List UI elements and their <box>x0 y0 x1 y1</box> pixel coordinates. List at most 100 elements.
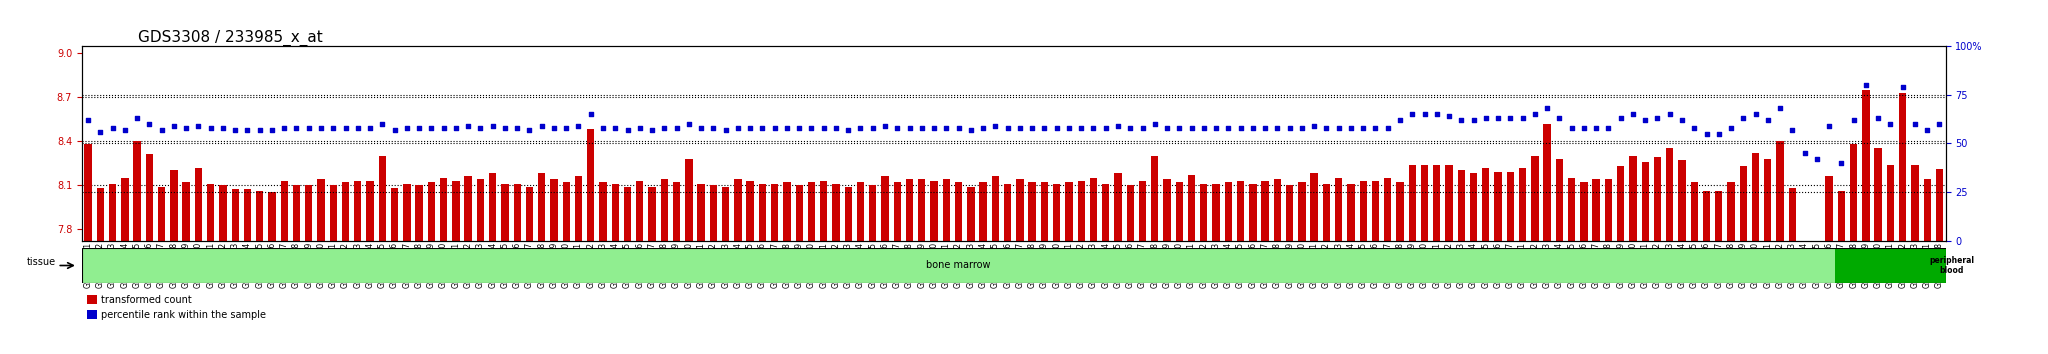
Bar <box>1176 182 1184 241</box>
Point <box>1262 125 1294 131</box>
Point <box>317 125 350 131</box>
Point <box>96 125 129 131</box>
Point <box>1702 131 1735 136</box>
Point <box>1065 125 1098 131</box>
Bar <box>795 185 803 241</box>
Bar <box>758 184 766 241</box>
Point <box>244 127 276 132</box>
Point <box>770 125 803 131</box>
Point <box>868 123 901 129</box>
Legend: transformed count, percentile rank within the sample: transformed count, percentile rank withi… <box>86 295 266 320</box>
Point <box>207 125 240 131</box>
Bar <box>342 182 350 241</box>
Point <box>72 117 104 123</box>
Point <box>1653 111 1686 117</box>
Bar <box>1763 159 1772 241</box>
Point <box>598 125 631 131</box>
Bar <box>403 184 410 241</box>
Bar <box>1286 185 1294 241</box>
Bar <box>1532 156 1538 241</box>
Bar <box>1751 153 1759 241</box>
Bar <box>1593 179 1599 241</box>
Point <box>1421 111 1454 117</box>
Bar <box>1776 141 1784 241</box>
Bar <box>367 181 373 241</box>
Bar <box>207 184 215 241</box>
Point <box>305 125 338 131</box>
Bar <box>1028 182 1036 241</box>
Point <box>1163 125 1196 131</box>
Point <box>1409 111 1442 117</box>
Bar <box>674 182 680 241</box>
Bar <box>1077 181 1085 241</box>
Bar <box>1935 169 1944 241</box>
Bar <box>1274 179 1282 241</box>
Point <box>1028 125 1061 131</box>
Bar <box>1665 148 1673 241</box>
Bar <box>1372 181 1378 241</box>
Bar <box>1348 184 1354 241</box>
Bar <box>477 179 483 241</box>
Bar <box>1677 160 1686 241</box>
Point <box>1286 125 1319 131</box>
Bar <box>1298 182 1305 241</box>
Bar <box>1384 178 1391 241</box>
Bar <box>379 156 385 241</box>
Bar <box>1335 178 1341 241</box>
Bar <box>856 182 864 241</box>
Bar <box>575 176 582 241</box>
Bar <box>1470 173 1477 241</box>
Point <box>219 127 252 132</box>
Bar <box>1114 173 1122 241</box>
Bar <box>170 171 178 241</box>
Point <box>293 125 326 131</box>
Bar <box>293 185 301 241</box>
Bar <box>1874 148 1882 241</box>
Bar <box>1726 182 1735 241</box>
Point <box>1886 84 1919 90</box>
Point <box>1530 105 1563 111</box>
Point <box>831 127 864 132</box>
Bar <box>1788 188 1796 241</box>
Point <box>856 125 889 131</box>
Point <box>379 127 412 132</box>
Point <box>1726 115 1759 121</box>
Bar <box>1151 156 1159 241</box>
Bar <box>121 178 129 241</box>
Bar <box>1825 176 1833 241</box>
Bar <box>1446 165 1452 241</box>
FancyBboxPatch shape <box>1835 248 2048 283</box>
Point <box>782 125 815 131</box>
Point <box>1604 115 1636 121</box>
Point <box>195 125 227 131</box>
Bar <box>1262 181 1270 241</box>
Point <box>1053 125 1085 131</box>
Point <box>342 125 375 131</box>
Bar <box>1739 166 1747 241</box>
Bar <box>893 182 901 241</box>
Point <box>1323 125 1356 131</box>
Point <box>819 125 852 131</box>
Point <box>1237 125 1270 131</box>
Bar <box>195 167 203 241</box>
Point <box>561 123 594 129</box>
Bar <box>954 182 963 241</box>
Point <box>1225 125 1257 131</box>
Bar <box>991 176 999 241</box>
Bar <box>1886 165 1894 241</box>
Bar <box>745 181 754 241</box>
Point <box>610 127 643 132</box>
Point <box>1004 125 1036 131</box>
Point <box>330 125 362 131</box>
Bar <box>588 130 594 241</box>
Text: peripheral
blood: peripheral blood <box>1929 256 1974 275</box>
Point <box>745 125 778 131</box>
Point <box>684 125 717 131</box>
Bar <box>1606 179 1612 241</box>
Point <box>1898 121 1931 127</box>
Bar <box>1581 182 1587 241</box>
Bar <box>1520 167 1526 241</box>
Point <box>1274 125 1307 131</box>
Bar <box>942 179 950 241</box>
Point <box>1077 125 1110 131</box>
